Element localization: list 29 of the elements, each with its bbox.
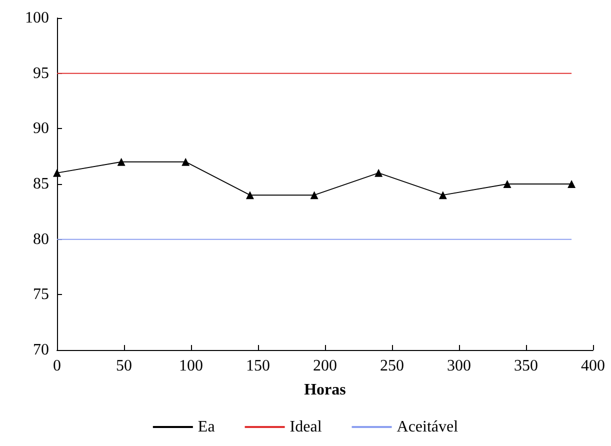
legend-label: Ideal [290,418,322,436]
x-axis-title: Horas [304,382,346,398]
y-tick-label: 100 [25,10,49,26]
point [53,168,61,177]
point [182,158,190,166]
x-tick-label: 250 [380,358,404,374]
y-tick-label: 70 [33,342,49,358]
point [310,191,318,200]
point [374,168,383,177]
x-tick-label: 150 [246,358,270,374]
y-tick-label: 95 [33,64,49,82]
legend-label: Ea [198,418,215,436]
y-tick-label: 85 [33,176,49,192]
y-tick-label: 80 [33,230,49,248]
x-tick-label: 350 [514,358,538,374]
x-tick-label: 50 [116,358,132,374]
y-tick-label: 75 [33,286,49,304]
point [246,191,254,200]
x-tick-label: 300 [447,358,471,374]
point [503,180,512,188]
x-tick-label: 0 [53,358,61,374]
x-tick-label: 100 [179,358,203,374]
legend-label: Aceitável [396,418,459,436]
point [117,158,126,166]
x-tick-label: 400 [581,358,605,374]
point [438,191,447,200]
x-tick-label: 200 [313,358,337,374]
y-tick-label: 90 [33,120,49,138]
point [568,180,576,188]
